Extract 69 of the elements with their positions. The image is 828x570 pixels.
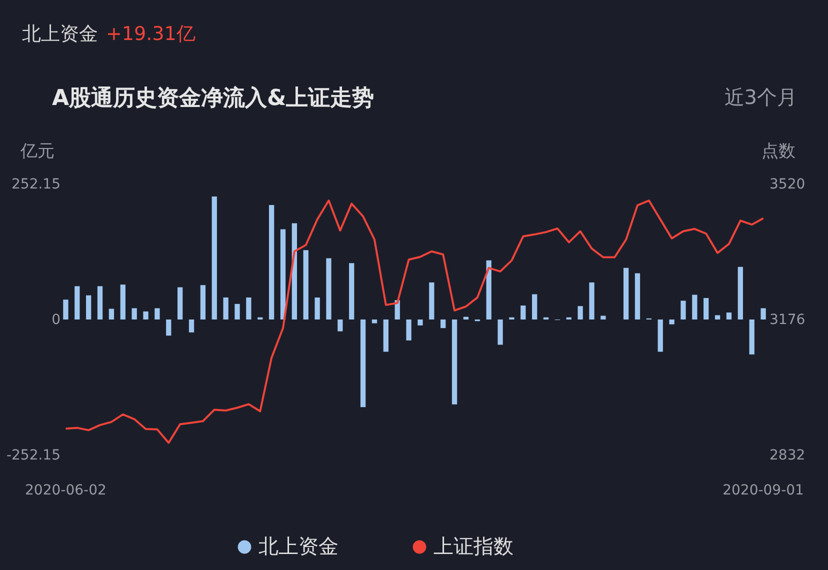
bar <box>143 311 148 320</box>
bar <box>372 320 378 324</box>
x-tick-label: 2020-06-02 <box>25 482 106 498</box>
bar <box>726 312 732 320</box>
bar <box>680 300 686 320</box>
bar <box>463 316 469 320</box>
bar <box>314 297 320 320</box>
bar <box>338 320 343 332</box>
text: +19.31亿 <box>106 23 196 45</box>
y2-tick-label: 3520 <box>770 176 806 192</box>
bar <box>669 320 674 324</box>
bar <box>738 266 743 320</box>
bar <box>658 320 663 352</box>
bar <box>120 284 126 320</box>
y2-tick-label: 2832 <box>770 448 806 464</box>
text: 北上资金 <box>22 23 98 45</box>
y-tick-label: 252.15 <box>12 176 60 192</box>
bar <box>589 282 594 320</box>
bar <box>360 320 366 408</box>
bar <box>223 297 228 320</box>
bar <box>188 320 194 332</box>
bar <box>452 320 458 404</box>
bar <box>634 273 640 320</box>
bar <box>200 285 206 320</box>
bar <box>268 205 274 320</box>
bar <box>178 287 183 320</box>
bar <box>86 295 92 320</box>
bar <box>303 250 308 320</box>
bar <box>97 286 103 320</box>
y2-axis-title: 点数 <box>762 142 796 162</box>
legend-label: 上证指数 <box>434 534 514 558</box>
legend-label: 北上资金 <box>258 534 338 558</box>
bar <box>600 316 606 320</box>
bar <box>406 320 412 340</box>
text: 近3个月 <box>724 85 797 109</box>
bar <box>246 297 252 320</box>
bar <box>63 300 68 320</box>
bar <box>132 308 137 320</box>
bar <box>704 298 709 320</box>
y-tick-label: 0 <box>52 312 60 328</box>
bar <box>166 320 172 336</box>
bar <box>74 286 80 320</box>
chart-title: A股通历史资金净流入&上证走势 <box>52 85 374 111</box>
y-axis-title: 亿元 <box>20 142 54 162</box>
bar <box>532 294 538 320</box>
bar <box>234 304 240 320</box>
bar <box>108 308 114 320</box>
bar <box>714 315 720 320</box>
bar <box>383 320 388 352</box>
bar <box>760 308 766 320</box>
bar <box>749 320 754 354</box>
bar <box>212 196 217 320</box>
bar <box>692 294 698 320</box>
bar <box>349 263 354 320</box>
bar <box>418 320 423 326</box>
bar <box>154 308 160 320</box>
y2-tick-label: 3176 <box>770 312 806 328</box>
bar <box>623 268 629 320</box>
bar <box>326 258 332 320</box>
y-tick-label: -252.15 <box>6 448 60 464</box>
bar <box>498 320 503 345</box>
bar <box>280 229 286 320</box>
bar <box>429 282 434 320</box>
x-tick-label: 2020-09-01 <box>722 482 804 498</box>
line-series <box>64 200 764 444</box>
bar <box>520 306 526 320</box>
bar <box>440 320 446 328</box>
bar <box>486 260 492 320</box>
bar <box>578 306 583 320</box>
